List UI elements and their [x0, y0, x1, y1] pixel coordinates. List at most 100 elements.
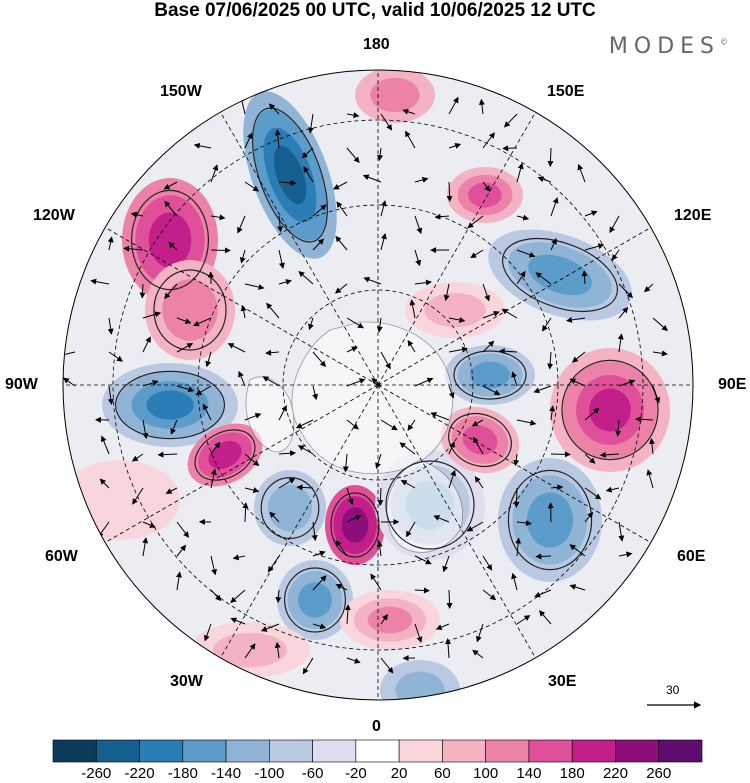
- wind-arrow: [611, 249, 620, 261]
- streamline: [448, 412, 512, 468]
- wind-arrow: [108, 351, 124, 362]
- wind-arrow: [232, 554, 246, 561]
- wind-arrow: [646, 469, 654, 489]
- wind-arrow: [278, 450, 297, 457]
- wind-arrow: [516, 520, 532, 527]
- wind-arrow: [377, 147, 384, 162]
- colorbar-tick-label: -140: [211, 765, 242, 782]
- wind-arrow: [376, 540, 383, 557]
- wind-arrow: [581, 270, 588, 285]
- wind-arrow: [312, 385, 318, 401]
- wind-arrow: [230, 617, 246, 625]
- wind-arrow: [195, 385, 212, 396]
- wind-arrow: [498, 348, 518, 355]
- wind-arrow: [176, 521, 190, 538]
- wind-arrow: [472, 649, 484, 659]
- colorbar-tick-label: 140: [516, 765, 542, 782]
- wind-arrow: [142, 419, 149, 440]
- wind-arrow: [164, 200, 178, 217]
- wind-arrow: [269, 511, 280, 523]
- wind-arrow: [569, 378, 586, 387]
- wind-arrow: [433, 515, 450, 523]
- wind-arrow: [210, 555, 218, 576]
- wind-arrow: [635, 416, 654, 423]
- wind-arrow: [648, 437, 655, 455]
- wind-arrow: [107, 236, 114, 251]
- wind-arrow: [265, 349, 280, 356]
- wind-arrow: [346, 317, 364, 329]
- wind-arrow: [363, 276, 382, 285]
- wind-arrow: [414, 555, 432, 565]
- streamline: [330, 492, 380, 558]
- colorbar-tick-label: 20: [390, 765, 408, 782]
- wind-arrow: [599, 451, 620, 458]
- wind-arrow: [400, 480, 416, 489]
- colorbar-cell: [225, 739, 270, 763]
- wind-arrow: [448, 143, 462, 149]
- wind-arrow: [475, 623, 484, 643]
- anomaly-contour: [273, 145, 307, 205]
- wind-arrow: [617, 333, 624, 353]
- wind-arrow: [335, 235, 348, 251]
- wind-arrow: [414, 587, 430, 594]
- anomaly-contour: [424, 292, 486, 328]
- colorbar-tick-label: 100: [473, 765, 499, 782]
- wind-arrow: [296, 484, 314, 491]
- wind-arrow: [244, 453, 260, 467]
- wind-arrow: [346, 657, 361, 664]
- wind-arrow: [142, 379, 159, 387]
- lon-label-bottom-right: 30E: [548, 673, 577, 690]
- wind-arrow: [274, 129, 281, 149]
- wind-arrow: [471, 419, 484, 427]
- wind-arrow: [163, 181, 178, 190]
- wind-arrow: [244, 132, 253, 149]
- wind-arrow: [537, 176, 552, 183]
- streamline: [453, 350, 527, 400]
- wind-arrow: [482, 310, 500, 319]
- meridian: [220, 384, 379, 658]
- wind-arrow: [307, 113, 314, 134]
- latitude-circle: [197, 204, 559, 566]
- lon-label-lower-left: 60W: [45, 548, 78, 565]
- wind-arrow: [513, 487, 520, 508]
- wind-arrow: [346, 112, 360, 119]
- wind-arrow: [405, 130, 416, 149]
- wind-arrow: [278, 404, 287, 421]
- streamline: [252, 107, 328, 243]
- colorbar-tick-label: 60: [434, 765, 451, 782]
- wind-arrow: [535, 553, 552, 560]
- anomaly-contour: [148, 212, 192, 268]
- anomaly-contour: [370, 77, 420, 113]
- colorbar-tick-label: -180: [167, 765, 198, 782]
- wind-arrow: [268, 103, 280, 115]
- wind-arrow: [210, 468, 217, 489]
- reference-vector-label: 30: [666, 683, 680, 697]
- colorbar-tick-label: 180: [559, 765, 585, 782]
- wind-arrow: [482, 340, 495, 353]
- wind-arrow: [278, 279, 292, 285]
- wind-arrow: [473, 436, 484, 455]
- colorbar-cell: [398, 739, 443, 763]
- wind-arrow: [516, 419, 537, 426]
- wind-arrow: [142, 336, 151, 353]
- wind-arrow: [193, 142, 212, 149]
- anomaly-contour: [162, 279, 218, 341]
- anomaly-contour: [468, 182, 502, 208]
- wind-arrow: [380, 351, 391, 370]
- streamline: [501, 237, 619, 313]
- wind-arrow: [652, 350, 668, 357]
- streamline: [194, 429, 256, 481]
- wind-arrow: [312, 204, 327, 217]
- wind-arrow: [380, 419, 398, 431]
- wind-arrow: [274, 641, 281, 659]
- meridian: [377, 384, 536, 658]
- wind-arrow: [297, 445, 314, 455]
- wind-arrow: [100, 435, 110, 455]
- wind-arrow: [516, 214, 530, 221]
- wind-arrow: [446, 589, 453, 610]
- wind-arrow: [584, 407, 600, 421]
- wind-arrow: [605, 486, 620, 493]
- wind-arrow: [569, 544, 586, 557]
- lon-label-right: 90E: [718, 376, 747, 393]
- wind-arrow: [414, 249, 422, 267]
